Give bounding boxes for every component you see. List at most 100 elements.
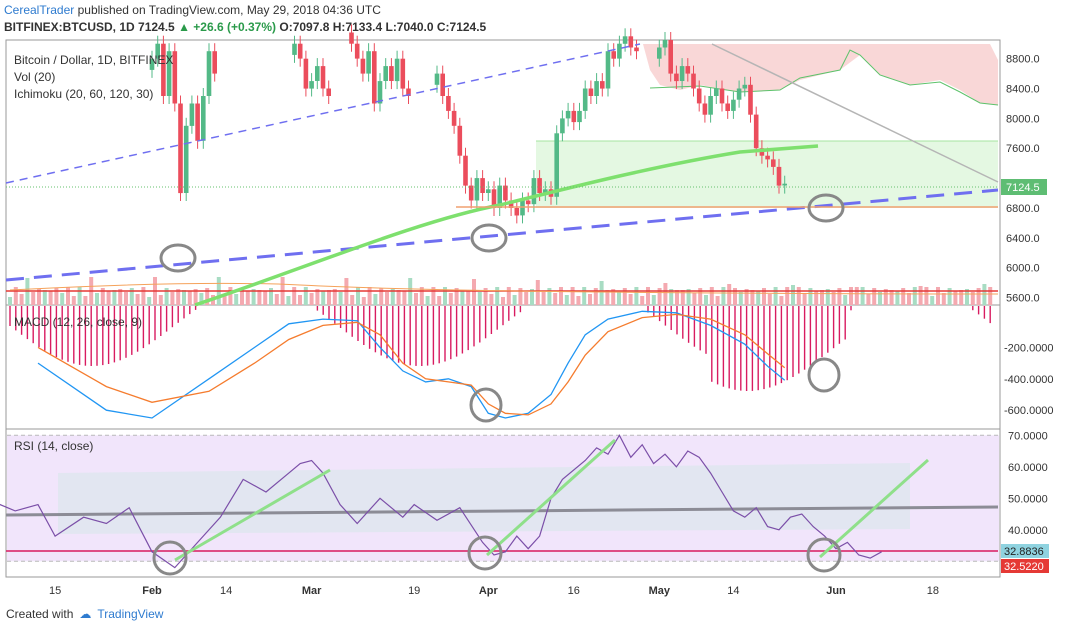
rsi-value-tag: [1001, 544, 1049, 558]
volume-bar: [721, 287, 726, 305]
x-tick-label: 19: [408, 585, 420, 597]
candle-body: [178, 103, 183, 194]
macd-tick-label: -600.0000: [1004, 405, 1054, 417]
volume-bar: [808, 288, 813, 305]
volume-bar: [240, 288, 244, 305]
author-link[interactable]: CerealTrader: [4, 3, 75, 17]
volume-bar: [396, 290, 401, 305]
volume-bar: [883, 289, 888, 305]
candle-body: [149, 58, 155, 70]
volume-bar: [112, 290, 117, 305]
candle-body: [622, 36, 628, 44]
volume-bar: [524, 292, 529, 305]
tradingview-logo-icon: ☁: [79, 607, 92, 621]
volume-bar: [976, 288, 981, 305]
candle-body: [611, 51, 616, 59]
highlight-circle: [152, 540, 188, 576]
rsi-channel: [58, 463, 910, 534]
ichimoku-cloud: [643, 44, 998, 105]
x-tick-label: 14: [220, 585, 232, 597]
volume-bar: [176, 289, 181, 305]
price-decorations: [6, 44, 999, 305]
candle-body: [155, 43, 160, 59]
publish-info: CerealTrader published on TradingView.co…: [4, 3, 381, 17]
rsi-tick-label: 70.0000: [1008, 430, 1048, 442]
highlight-circle: [467, 535, 503, 571]
candle-body: [560, 118, 565, 134]
volume-bar: [541, 291, 546, 305]
range-box: [536, 141, 998, 208]
volume-bar: [924, 287, 929, 305]
volume-bar: [837, 288, 842, 305]
volume-bar: [895, 291, 900, 305]
volume-bar: [95, 293, 99, 305]
candle-body: [714, 88, 719, 96]
volume-bar: [953, 291, 958, 305]
last-price-tag-label: 7124.5: [1006, 182, 1040, 194]
volume-bar: [767, 294, 772, 305]
volume-bar: [31, 292, 36, 305]
last-price-tag: [1001, 179, 1047, 195]
volume-bar: [860, 287, 865, 305]
tradingview-brand[interactable]: TradingView: [97, 607, 164, 621]
volume-bar: [750, 290, 755, 305]
rsi-line: [0, 434, 882, 569]
candle-body: [588, 88, 594, 96]
candle-body: [486, 189, 491, 193]
highlight-circle: [159, 243, 197, 273]
volume-bar: [593, 288, 598, 305]
last-price: 7124.5: [138, 20, 175, 34]
volume-bar: [814, 291, 819, 305]
volume-bar: [634, 287, 639, 305]
candle-body: [303, 58, 309, 89]
volume-bar: [419, 287, 424, 305]
candle-body: [582, 88, 588, 111]
macd-marks: [9, 306, 991, 423]
rsi-legend: RSI (14, close): [14, 439, 93, 453]
volume-bar: [263, 291, 268, 305]
vol-legend: Vol (20): [14, 70, 55, 84]
candle-body: [497, 185, 502, 208]
volume-bar: [588, 294, 592, 305]
price-tick-label: 8800.0: [1006, 54, 1040, 66]
candle-body: [605, 51, 611, 89]
candle-body: [696, 88, 702, 104]
volume-bar: [570, 287, 575, 305]
rsi-marks: [0, 434, 999, 576]
candle-body: [292, 43, 297, 55]
volume-bar: [785, 287, 790, 305]
volume-bar: [298, 295, 302, 305]
volume-bar: [773, 287, 778, 305]
candle-body: [434, 73, 440, 85]
x-tick-label: 15: [49, 585, 61, 597]
rsi-support-label: 32.5220: [1004, 561, 1044, 573]
moving-average-line: [194, 144, 819, 307]
rsi-tick-label: 60.0000: [1008, 462, 1048, 474]
volume-bar: [135, 294, 140, 305]
volume-bar: [164, 288, 169, 305]
candle-body: [189, 103, 195, 126]
volume-bar: [48, 291, 53, 305]
volume-bar: [234, 294, 239, 305]
volume-bar: [367, 287, 372, 305]
ohlc-high: H:7133.4: [332, 20, 383, 34]
candle-body: [731, 99, 736, 111]
volume-bar: [982, 284, 987, 305]
volume-bar: [54, 288, 59, 305]
volume-bar: [535, 280, 540, 305]
volume-bar: [988, 287, 993, 305]
volume-bar: [425, 296, 430, 305]
candle-body: [617, 43, 622, 59]
volume-bar: [854, 287, 859, 305]
volume-bar: [866, 294, 871, 305]
volume-bar: [825, 289, 830, 305]
candle-body: [377, 81, 383, 104]
volume-bar: [512, 295, 517, 305]
volume-bar: [327, 290, 331, 305]
volume-bar: [675, 290, 679, 305]
volume-bar: [878, 292, 882, 305]
candle-body: [736, 88, 742, 100]
volume-bar: [779, 296, 784, 305]
volume-bar: [849, 287, 853, 305]
